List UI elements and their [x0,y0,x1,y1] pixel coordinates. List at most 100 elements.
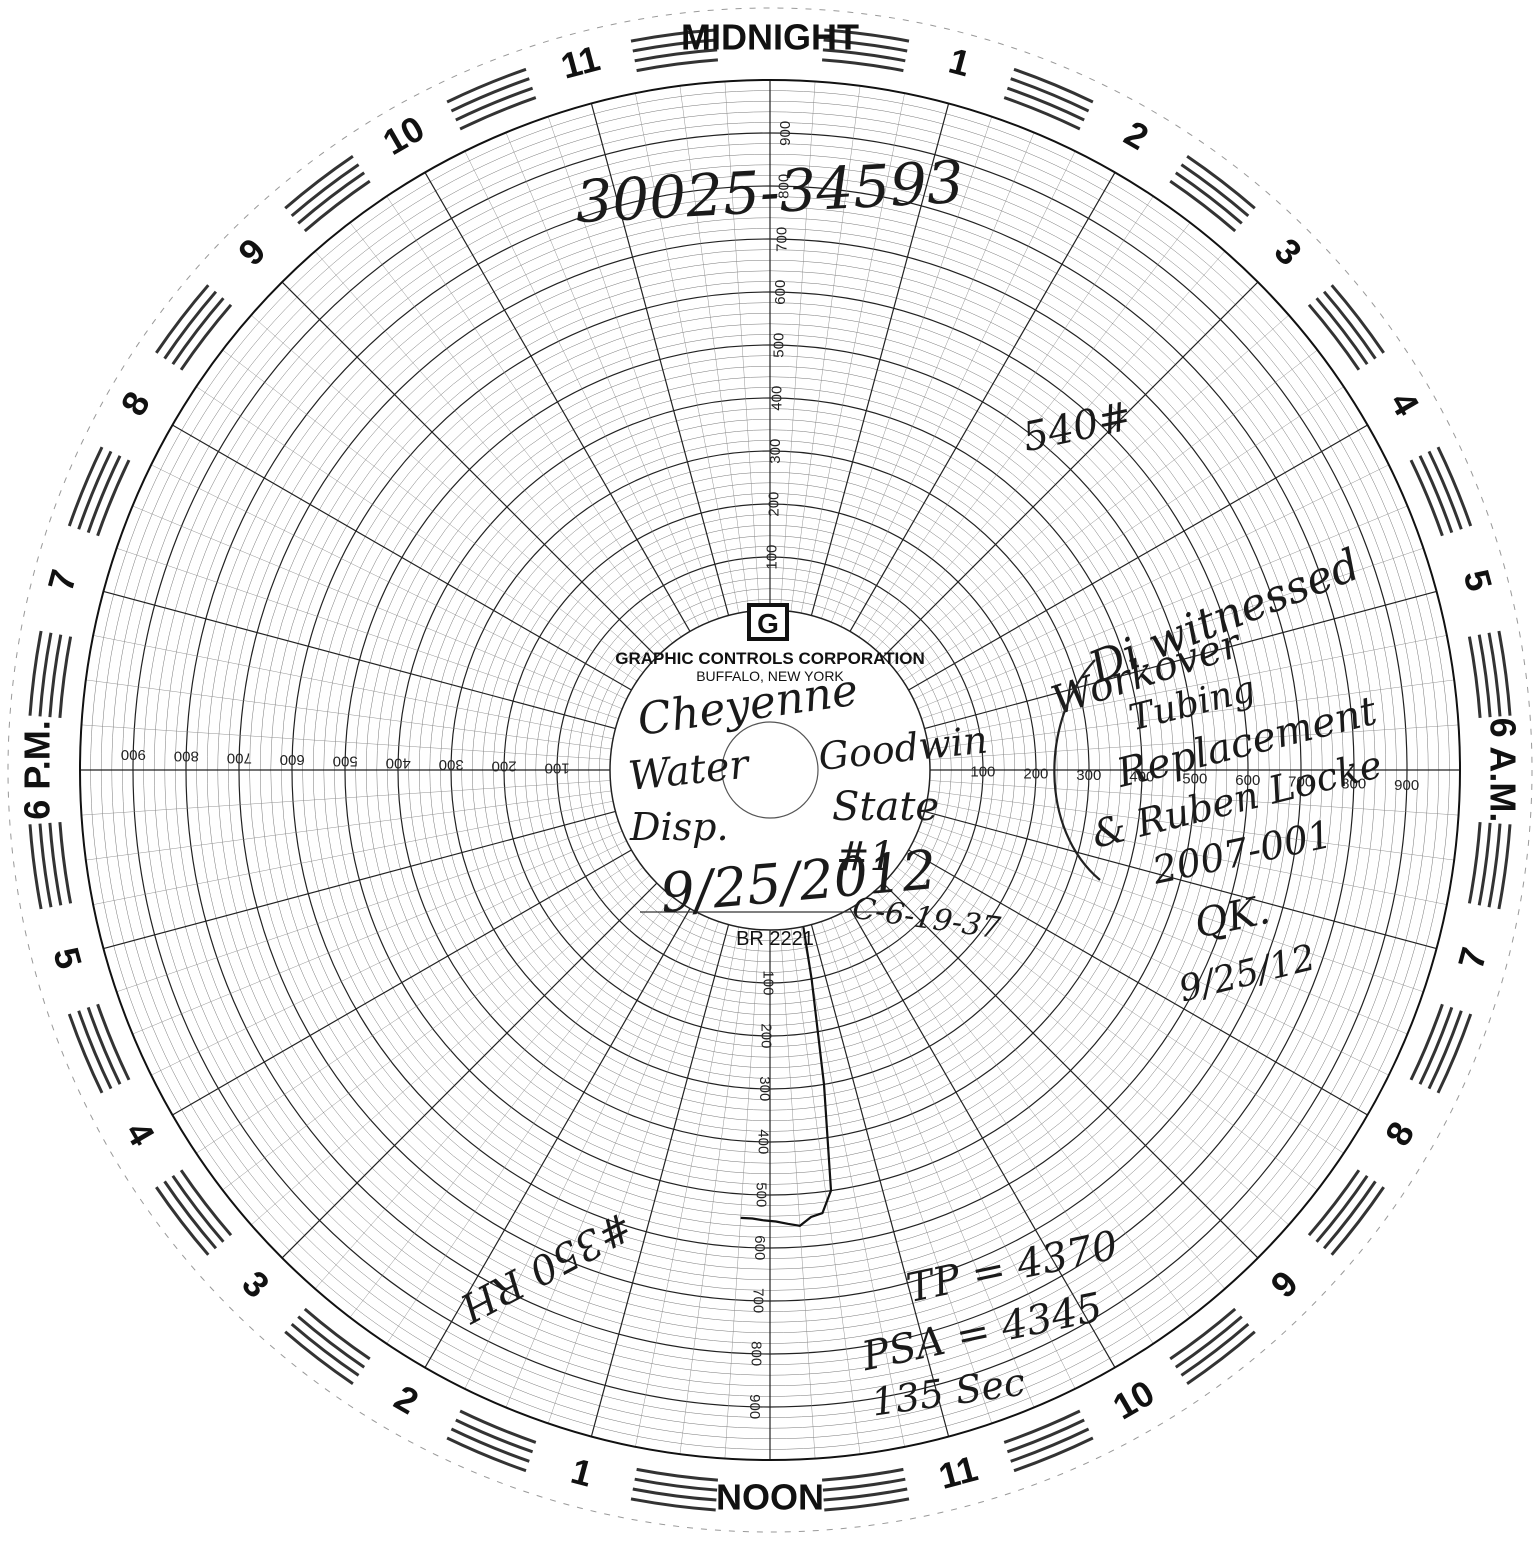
ring-band [77,450,113,530]
ring-band [1330,1186,1385,1256]
grid-hour-line [849,172,1116,632]
ring-band [284,155,354,210]
scale-tick-label: 400 [754,1129,771,1154]
hour-label: 5 [1456,565,1501,595]
ring-band [459,96,537,131]
grid-quarter-line [896,867,1318,1191]
ring-band [824,28,910,43]
location-right-3: #1 [836,834,895,880]
scale-tick-label: 800 [748,1341,765,1366]
ring-band [28,824,43,910]
scale-tick-label: 200 [758,1023,775,1048]
ring-band [38,632,53,717]
ring-band [155,1186,210,1256]
ring-band [1013,1436,1094,1473]
ring-band [67,1013,104,1094]
grid-hour-line [924,590,1437,730]
grid-quarter-line [132,505,623,710]
scale-tick-label: 300 [439,756,464,773]
scale-tick-label: 800 [174,748,199,765]
grid-quarter-line [386,196,682,638]
grid-quarter-line [875,890,1226,1289]
grid-hour-line [882,882,1259,1259]
grid-hour-line [882,281,1259,658]
ring-band [1307,303,1361,371]
hour-label: 9 [230,230,273,273]
ring-band [1436,1013,1473,1094]
ring-band [77,1010,113,1090]
grid-quarter-line [858,902,1154,1344]
grid-quarter-line [928,679,1455,750]
ring-band [822,1477,906,1492]
scale-tick-label: 200 [765,492,782,517]
grid-quarter-line [222,867,644,1191]
hour-label: 11 [934,1447,981,1496]
grid-quarter-line [929,724,1459,760]
ring-band [290,163,360,218]
ring-band [632,1487,717,1502]
grid-quarter-line [116,821,619,993]
hour-label: 5 [45,943,90,973]
grid-quarter-line [830,132,1035,623]
ring-band [1010,77,1090,113]
grid-quarter-line [917,830,1408,1035]
pen-trace [740,926,833,1227]
chart-outer-ring [7,7,1533,1533]
scale-tick-label: 300 [1076,767,1101,784]
ring-band [636,58,719,73]
grid-hour-line [281,882,658,1259]
hour-label: 6 P.M. [17,720,58,819]
grid-quarter-line [724,81,760,611]
grid-quarter-line [635,93,740,614]
grid-hour-line [924,810,1437,950]
ring-band [1467,636,1482,719]
ring-band [630,28,716,43]
grid-quarter-line [505,132,710,623]
hour-label: NOON [716,1477,824,1518]
ring-band [1487,823,1502,908]
ring-band [1169,179,1237,233]
grid-hour-line [908,424,1368,691]
scale-tick-label: 200 [492,758,517,775]
scale-tick-label: 900 [777,121,794,146]
ring-band [155,284,210,354]
scale-tick-label: 600 [1235,772,1260,789]
ring-band [636,1467,719,1482]
scale-tick-label: 700 [749,1288,766,1313]
ring-band [1169,1307,1237,1361]
grid-quarter-line [921,821,1424,993]
scale-tick-label: 600 [772,280,789,305]
ring-band [1409,1003,1444,1081]
ring-band [634,48,718,63]
scale-tick-label: 500 [753,1182,770,1207]
ring-band [823,38,908,53]
grid-hour-line [281,281,658,658]
hour-label: 3 [1267,230,1310,273]
grid-quarter-line [921,547,1424,719]
grid-hour-line [103,810,616,950]
grid-quarter-line [196,858,638,1154]
ring-band [1497,824,1512,910]
grid-hour-line [810,103,950,616]
ring-band [446,1436,527,1473]
grid-quarter-line [349,896,673,1318]
ring-band [1427,1010,1463,1090]
ring-band [163,1180,218,1250]
grid-quarter-line [875,251,1226,650]
hour-label: 2 [388,1377,426,1423]
ring-band [28,630,43,716]
ring-band [1436,446,1473,527]
grid-quarter-line [896,349,1318,673]
ring-band [822,48,906,63]
scale-tick-label: 100 [970,764,995,781]
scale-tick-label: 100 [759,970,776,995]
ring-band [1322,290,1377,360]
grid-quarter-line [913,840,1389,1076]
hour-label: 3 [234,1263,277,1306]
scale-tick-label: 500 [333,753,358,770]
ring-band [48,822,63,906]
ring-band [1186,1330,1256,1385]
ring-band [630,1497,716,1512]
grid-quarter-line [464,151,700,627]
